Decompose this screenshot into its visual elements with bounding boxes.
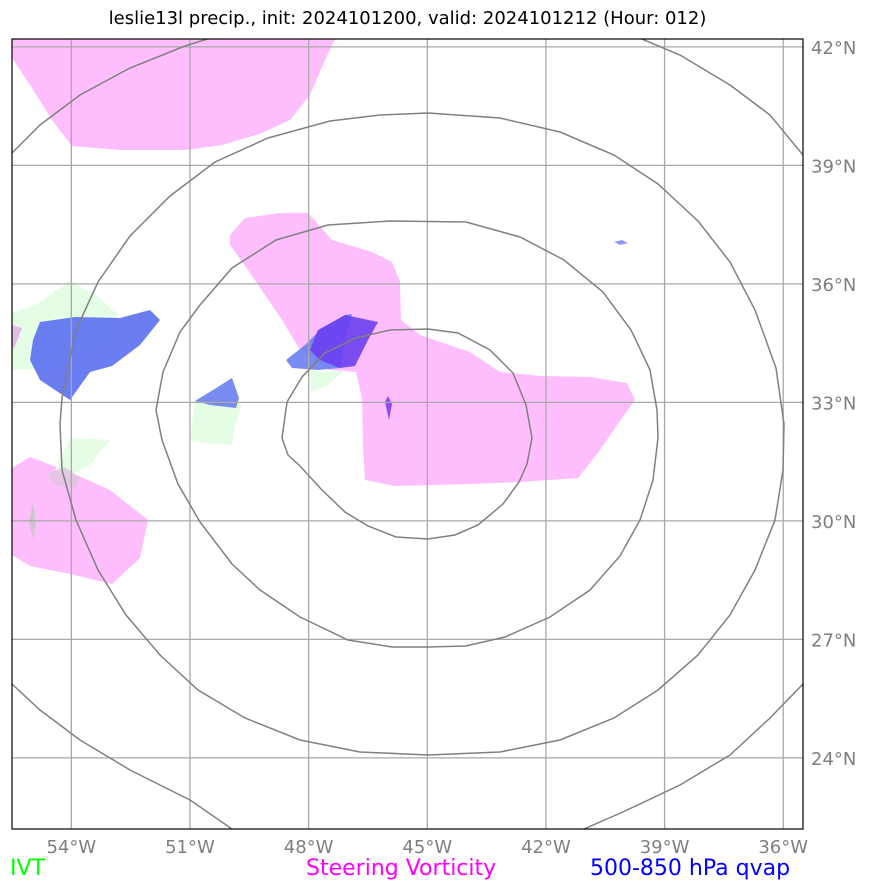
latitude-tick-label: 39°N (811, 156, 856, 177)
longitude-labels: 54°W 51°W 48°W 45°W 42°W 39°W 36°W (46, 837, 808, 858)
qvap-region (614, 240, 628, 245)
latitude-tick-label: 24°N (811, 749, 856, 770)
qvap-region (310, 315, 378, 368)
ivt-region (308, 370, 345, 392)
qvap-region (30, 310, 160, 400)
longitude-tick-label: 54°W (46, 837, 96, 858)
range-ring (59, 112, 785, 756)
plot-frame (11, 38, 804, 830)
range-ring (583, 683, 803, 829)
range-ring (281, 328, 533, 540)
longitude-tick-label: 39°W (640, 837, 690, 858)
latitude-labels: 42°N 39°N 36°N 33°N 30°N 27°N 24°N (811, 38, 856, 770)
longitude-tick-label: 45°W (402, 837, 452, 858)
latitude-tick-label: 33°N (811, 393, 856, 414)
qvap-layer (30, 240, 628, 420)
latitude-tick-label: 27°N (811, 630, 856, 651)
latitude-tick-label: 36°N (811, 275, 856, 296)
map-title: leslie13l precip., init: 2024101200, val… (108, 8, 707, 29)
qvap-region (195, 378, 239, 408)
ivt-region (190, 395, 242, 445)
legend-ivt: IVT (10, 856, 45, 881)
longitude-tick-label: 51°W (165, 837, 215, 858)
overlap-region (12, 325, 22, 348)
range-ring (12, 683, 233, 829)
range-rings (12, 39, 803, 829)
gridlines (12, 39, 803, 829)
vorticity-region (230, 213, 635, 486)
legend-qvap: 500-850 hPa qvap (590, 856, 791, 881)
range-ring (12, 39, 803, 156)
latitude-tick-label: 42°N (811, 38, 856, 59)
vorticity-region (12, 39, 335, 150)
legend-steering-vorticity: Steering Vorticity (306, 856, 497, 881)
longitude-tick-label: 48°W (284, 837, 334, 858)
longitude-tick-label: 42°W (521, 837, 571, 858)
latitude-tick-label: 30°N (811, 512, 856, 533)
ivt-region (55, 438, 110, 478)
range-ring (155, 220, 659, 648)
longitude-tick-label: 36°W (758, 837, 808, 858)
